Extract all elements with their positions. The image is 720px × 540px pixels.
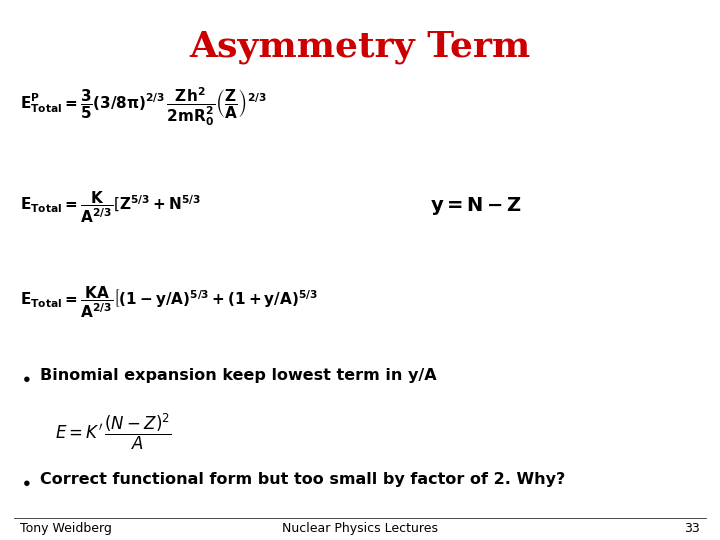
Text: Tony Weidberg: Tony Weidberg	[20, 522, 112, 535]
Text: $\bullet$: $\bullet$	[20, 472, 30, 491]
Text: 33: 33	[684, 522, 700, 535]
Text: Correct functional form but too small by factor of 2. Why?: Correct functional form but too small by…	[40, 472, 565, 487]
Text: $\mathbf{E_{Total} = \dfrac{KA}{A^{2/3}}\left[(1-y/A)^{5/3}+(1+y/A)^{5/3}\right.: $\mathbf{E_{Total} = \dfrac{KA}{A^{2/3}}…	[20, 285, 318, 320]
Text: $\mathbf{E^{P}_{Total} = \dfrac{3}{5}(3/8\pi)^{2/3}\,\dfrac{Zh^{2}}{2mR_{0}^{2}}: $\mathbf{E^{P}_{Total} = \dfrac{3}{5}(3/…	[20, 85, 267, 127]
Text: $\mathbf{y = N - Z}$: $\mathbf{y = N - Z}$	[430, 195, 522, 217]
Text: $\mathbf{E_{Total} = \dfrac{K}{A^{2/3}}\left[Z^{5/3}+N^{5/3}\right.}$: $\mathbf{E_{Total} = \dfrac{K}{A^{2/3}}\…	[20, 190, 201, 226]
Text: Asymmetry Term: Asymmetry Term	[189, 30, 531, 64]
Text: $\bullet$: $\bullet$	[20, 368, 30, 387]
Text: Nuclear Physics Lectures: Nuclear Physics Lectures	[282, 522, 438, 535]
Text: $E = K'\,\dfrac{(N-Z)^{2}}{A}$: $E = K'\,\dfrac{(N-Z)^{2}}{A}$	[55, 412, 172, 453]
Text: Binomial expansion keep lowest term in y/A: Binomial expansion keep lowest term in y…	[40, 368, 436, 383]
